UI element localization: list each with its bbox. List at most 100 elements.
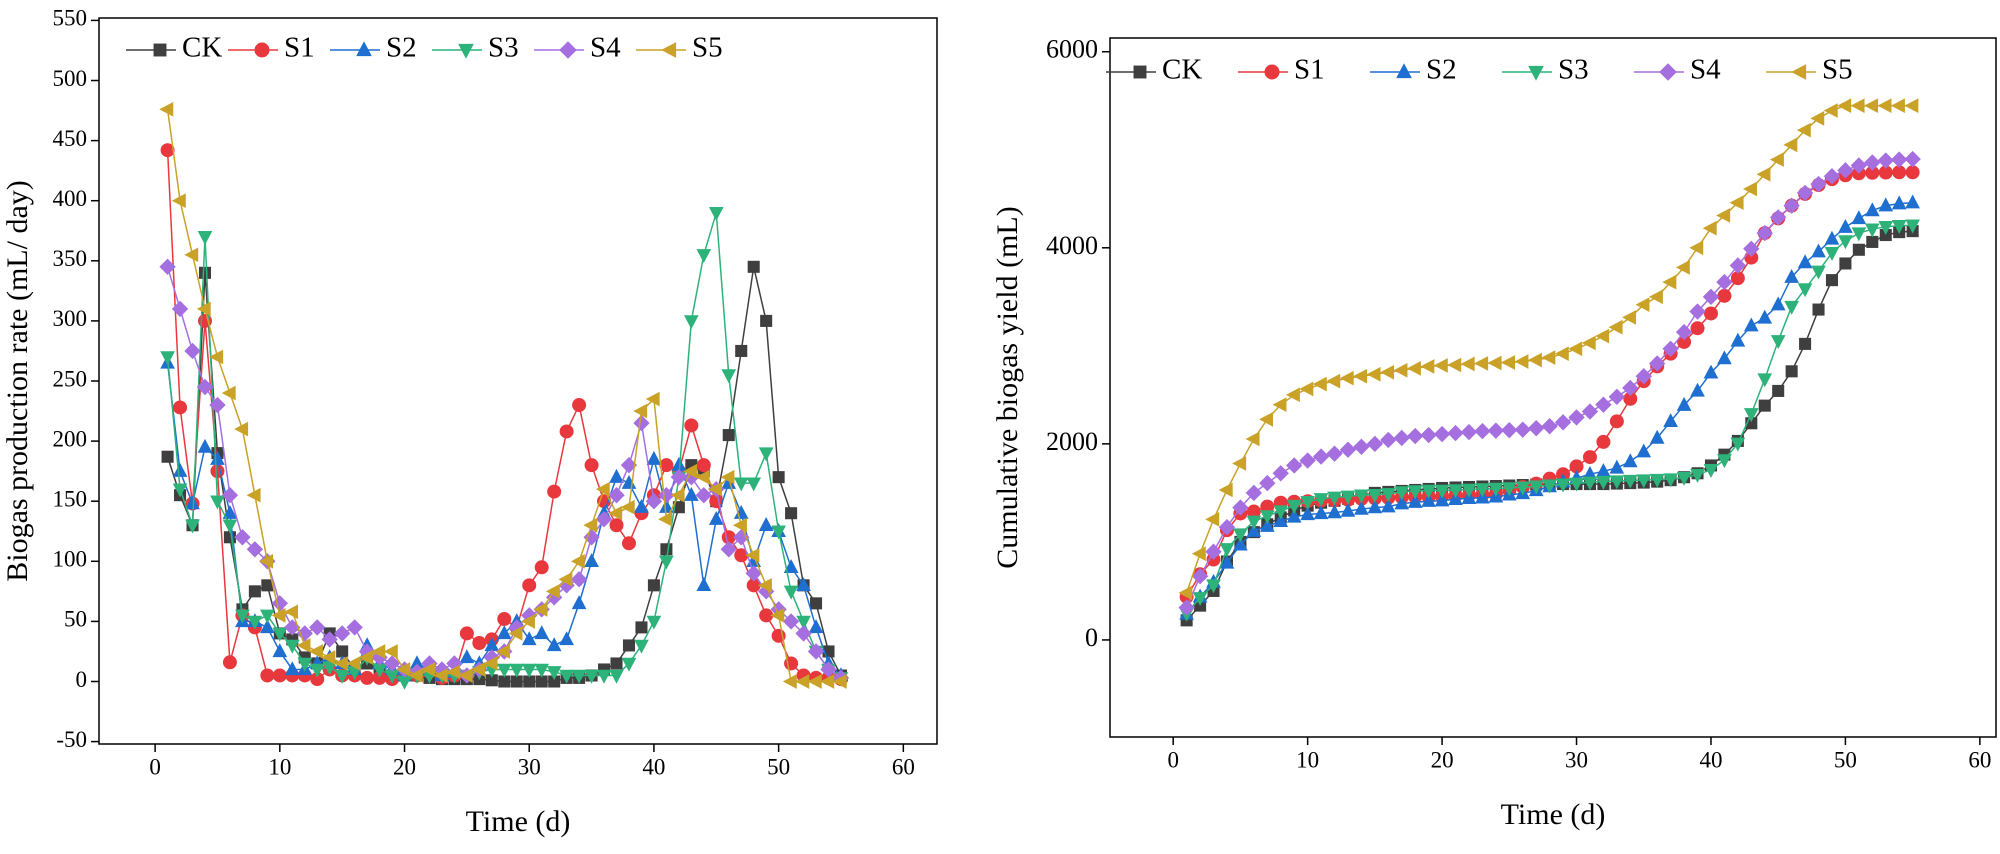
data-point <box>1729 195 1744 211</box>
data-point <box>1770 209 1787 226</box>
data-point <box>471 662 486 677</box>
data-point <box>246 541 264 558</box>
data-point <box>733 477 749 492</box>
data-point <box>1205 512 1220 527</box>
data-point <box>1272 465 1289 482</box>
data-point <box>1758 399 1771 412</box>
data-point <box>1380 431 1397 449</box>
data-point <box>1541 350 1556 365</box>
series-line <box>166 150 842 680</box>
data-point <box>1675 323 1693 341</box>
data-point <box>421 662 436 677</box>
data-point <box>1367 499 1383 514</box>
data-point <box>1528 420 1545 437</box>
data-point <box>1259 474 1276 492</box>
data-point <box>210 495 225 510</box>
data-point <box>358 650 373 665</box>
y-tick-label: 250 <box>53 366 88 391</box>
data-point <box>645 493 663 510</box>
data-point <box>1743 317 1759 332</box>
data-point <box>1515 481 1531 496</box>
data-point <box>1313 505 1329 520</box>
legend-label: S5 <box>1822 54 1853 86</box>
data-point <box>1300 506 1315 521</box>
data-point <box>520 614 535 629</box>
data-point <box>1649 355 1666 372</box>
data-point <box>497 611 512 626</box>
data-point <box>1690 468 1705 483</box>
data-point <box>1891 195 1907 210</box>
data-point <box>1703 306 1718 321</box>
data-point <box>1785 365 1798 378</box>
data-point <box>1178 585 1193 601</box>
data-point <box>533 602 548 617</box>
data-point <box>1541 418 1558 435</box>
data-point <box>1905 165 1920 180</box>
data-point <box>1487 422 1505 439</box>
data-point <box>1273 513 1289 528</box>
x-tick-label: 0 <box>1167 747 1179 772</box>
y-tick-label: 100 <box>53 547 88 572</box>
data-point <box>1635 297 1650 312</box>
data-point <box>760 314 773 327</box>
data-point <box>171 300 189 318</box>
data-point <box>1259 412 1274 427</box>
y-tick-label: 6000 <box>1046 35 1098 64</box>
data-point <box>785 507 798 520</box>
data-point <box>1542 479 1557 494</box>
data-point <box>747 260 760 273</box>
data-point <box>1730 332 1746 347</box>
data-point <box>1877 152 1894 169</box>
data-point <box>646 450 662 465</box>
data-point <box>159 258 176 275</box>
legend-label: S4 <box>1690 54 1721 86</box>
data-point <box>1609 475 1625 490</box>
data-point <box>1622 379 1639 397</box>
data-point <box>284 661 300 676</box>
data-point <box>1460 356 1475 372</box>
data-point <box>1407 485 1423 500</box>
data-point <box>772 471 785 484</box>
data-point <box>807 643 825 660</box>
data-point <box>621 536 636 551</box>
data-point <box>1609 414 1624 429</box>
data-point <box>1191 546 1206 561</box>
data-point <box>796 577 811 592</box>
data-point <box>496 625 512 640</box>
data-point <box>1394 495 1410 510</box>
data-point <box>1474 422 1491 440</box>
data-point <box>271 595 289 612</box>
data-point <box>1716 208 1731 223</box>
data-point <box>1394 486 1410 501</box>
data-point <box>534 625 550 640</box>
data-point <box>522 578 537 593</box>
data-point <box>1622 453 1638 468</box>
data-point <box>1823 168 1841 185</box>
data-point <box>660 543 673 556</box>
data-point <box>1340 490 1356 505</box>
data-point <box>459 649 475 664</box>
data-point <box>1433 425 1451 443</box>
data-point <box>1676 396 1692 411</box>
data-point <box>247 615 263 630</box>
data-point <box>1581 335 1596 351</box>
data-point <box>221 385 236 401</box>
data-point <box>309 663 325 678</box>
data-point <box>1191 568 1209 585</box>
data-point <box>184 247 199 263</box>
y-tick-label: 0 <box>76 667 88 692</box>
x-axis-title: Time (d) <box>1501 798 1606 831</box>
data-point <box>708 511 724 525</box>
data-point <box>559 669 574 684</box>
data-point <box>634 498 649 513</box>
data-point <box>609 669 624 684</box>
data-point <box>1192 592 1208 607</box>
series-line <box>1185 158 1913 608</box>
y-tick-label: 450 <box>53 126 88 151</box>
data-point <box>771 525 786 540</box>
data-point <box>708 481 722 497</box>
data-point <box>1393 363 1408 378</box>
data-point <box>1205 543 1222 560</box>
data-point <box>234 421 249 437</box>
data-point <box>261 579 274 592</box>
